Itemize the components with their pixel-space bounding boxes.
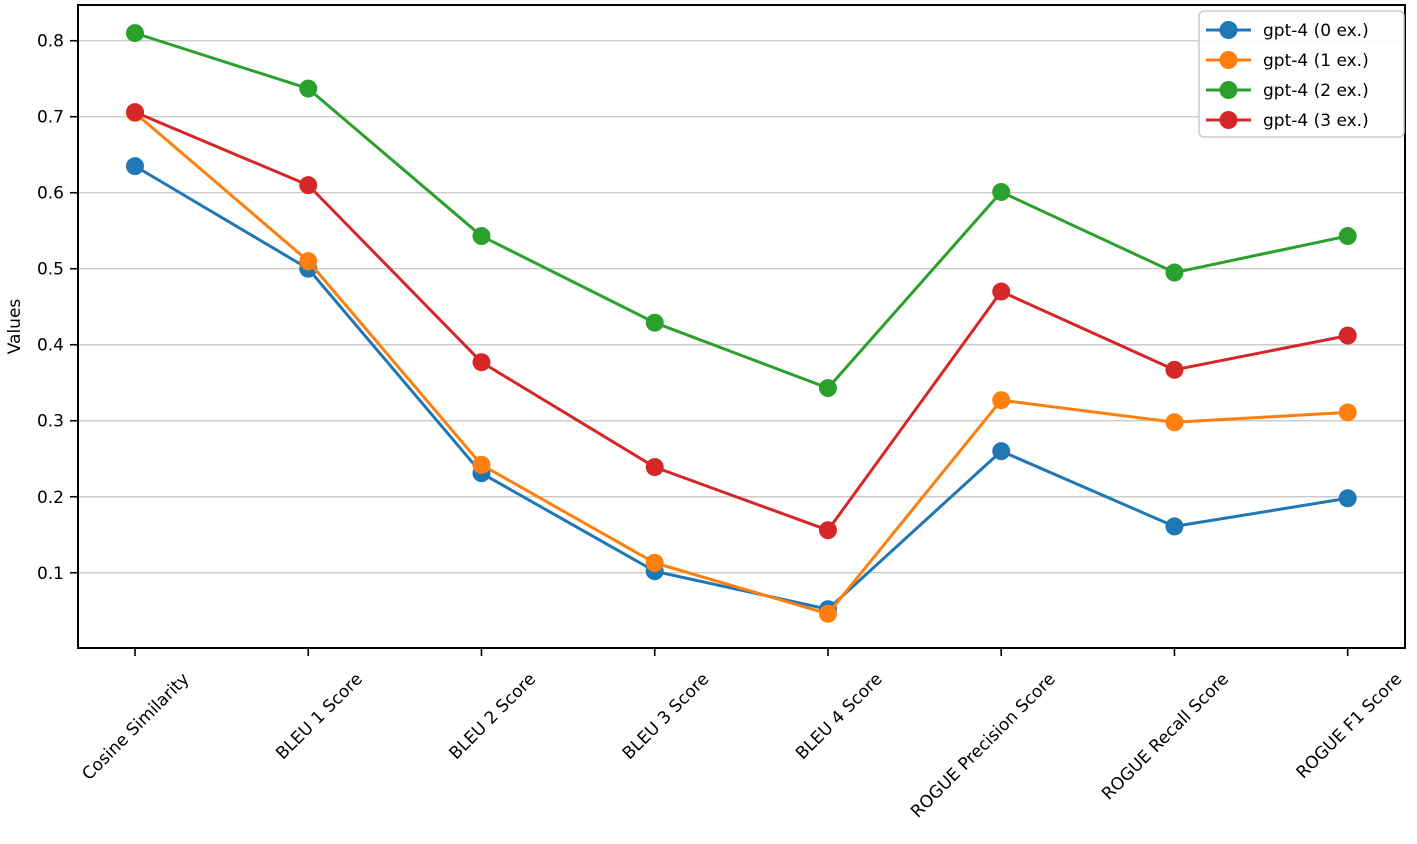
data-point-marker: [472, 353, 491, 372]
data-point-marker: [472, 455, 491, 474]
x-tick-label: ROGUE Recall Score: [1098, 669, 1233, 804]
legend-item: gpt-4 (3 ex.): [1206, 111, 1369, 131]
x-tick-label: ROGUE Precision Score: [907, 669, 1060, 822]
legend-label: gpt-4 (1 ex.): [1263, 51, 1369, 71]
y-tick-label: 0.2: [37, 488, 64, 508]
x-tick-label: Cosine Similarity: [78, 669, 193, 784]
data-point-marker: [472, 227, 491, 246]
y-tick-label: 0.1: [37, 564, 64, 584]
legend-label: gpt-4 (0 ex.): [1263, 21, 1369, 41]
series-line: [133, 164, 1350, 611]
data-point-marker: [299, 176, 318, 195]
legend-label: gpt-4 (3 ex.): [1263, 111, 1369, 131]
series-gpt-4-0-ex: [126, 157, 1357, 619]
y-tick-label: 0.3: [37, 412, 64, 432]
legend-marker: [1219, 81, 1238, 99]
x-tick-label: BLEU 3 Score: [619, 669, 713, 763]
data-point-marker: [299, 252, 318, 271]
legend-item: gpt-4 (2 ex.): [1206, 81, 1369, 101]
data-point-marker: [1338, 326, 1357, 345]
data-point-marker: [1338, 227, 1357, 246]
legend-box: [1198, 10, 1405, 138]
data-point-marker: [1165, 263, 1184, 282]
y-tick-label: 0.5: [37, 260, 64, 280]
y-axis-label: Values: [5, 299, 25, 355]
data-point-marker: [818, 379, 837, 398]
legend-marker: [1219, 21, 1238, 39]
data-point-marker: [1165, 360, 1184, 379]
legend-marker: [1219, 51, 1238, 69]
y-tick-label: 0.8: [37, 32, 64, 52]
data-point-marker: [818, 604, 837, 623]
data-point-marker: [299, 79, 318, 98]
data-point-marker: [818, 521, 837, 540]
data-point-marker: [1338, 403, 1357, 422]
plot-border: [77, 4, 1406, 649]
series-gpt-4-2-ex: [126, 24, 1357, 398]
series-line: [133, 31, 1350, 390]
data-point-marker: [126, 157, 144, 176]
data-point-marker: [645, 458, 664, 477]
legend: gpt-4 (0 ex.) gpt-4 (1 ex.) gpt-4 (2 ex.) g…: [1198, 10, 1405, 138]
data-point-marker: [1165, 413, 1184, 432]
legend-item: gpt-4 (1 ex.): [1206, 51, 1369, 71]
x-tick-label: BLEU 2 Score: [446, 669, 540, 763]
series-line: [133, 110, 1350, 532]
data-point-marker: [1338, 489, 1357, 508]
x-tick-label: BLEU 4 Score: [792, 669, 886, 763]
y-tick-label: 0.6: [37, 184, 64, 204]
data-point-marker: [126, 103, 144, 122]
series-gpt-4-3-ex: [126, 103, 1357, 540]
legend-item: gpt-4 (0 ex.): [1206, 21, 1369, 41]
data-point-marker: [992, 391, 1011, 410]
data-point-marker: [645, 553, 664, 572]
data-point-marker: [992, 442, 1011, 461]
data-point-marker: [1165, 517, 1184, 536]
y-tick-label: 0.4: [37, 336, 64, 356]
data-point-marker: [992, 282, 1011, 301]
legend-marker: [1219, 111, 1238, 129]
data-point-marker: [126, 24, 144, 43]
data-point-marker: [645, 313, 664, 332]
x-tick-label: ROGUE F1 Score: [1293, 669, 1407, 783]
x-tick-label: BLEU 1 Score: [272, 669, 366, 763]
legend-label: gpt-4 (2 ex.): [1263, 81, 1369, 101]
data-point-marker: [992, 182, 1011, 201]
y-tick-label: 0.7: [37, 108, 64, 128]
series-line: [133, 111, 1350, 616]
